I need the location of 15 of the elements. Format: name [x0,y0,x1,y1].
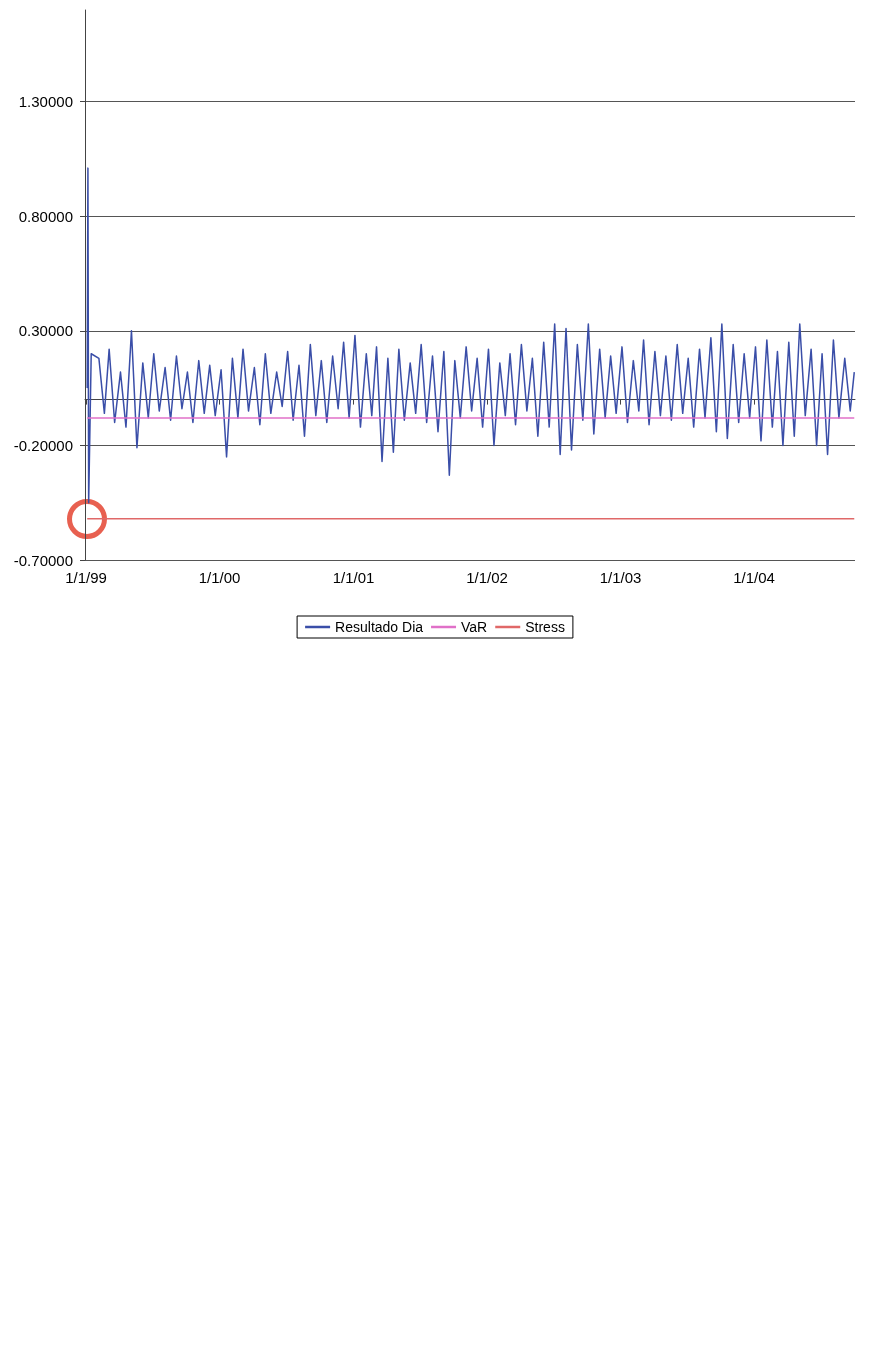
x-tick-label: 1/1/01 [332,569,375,586]
x-tick-label: 1/1/00 [198,569,241,586]
legend-label: Stress [525,619,565,635]
x-tick-label: 1/1/03 [599,569,642,586]
line-series [86,167,856,504]
y-tick-label: -0.20000 [13,436,73,454]
legend-label: VaR [461,619,488,635]
y-tick-label: 0.80000 [18,207,73,225]
y-tick-label: -0.70000 [13,551,73,569]
x-tick-label: 1/1/02 [466,569,508,586]
y-tick-label: 1.30000 [18,93,73,111]
x-tick-label: 1/1/99 [65,569,107,586]
legend-label: Resultado Dia [335,619,424,635]
y-tick-label: 0.30000 [18,322,73,340]
x-tick-label: 1/1/04 [733,569,775,586]
